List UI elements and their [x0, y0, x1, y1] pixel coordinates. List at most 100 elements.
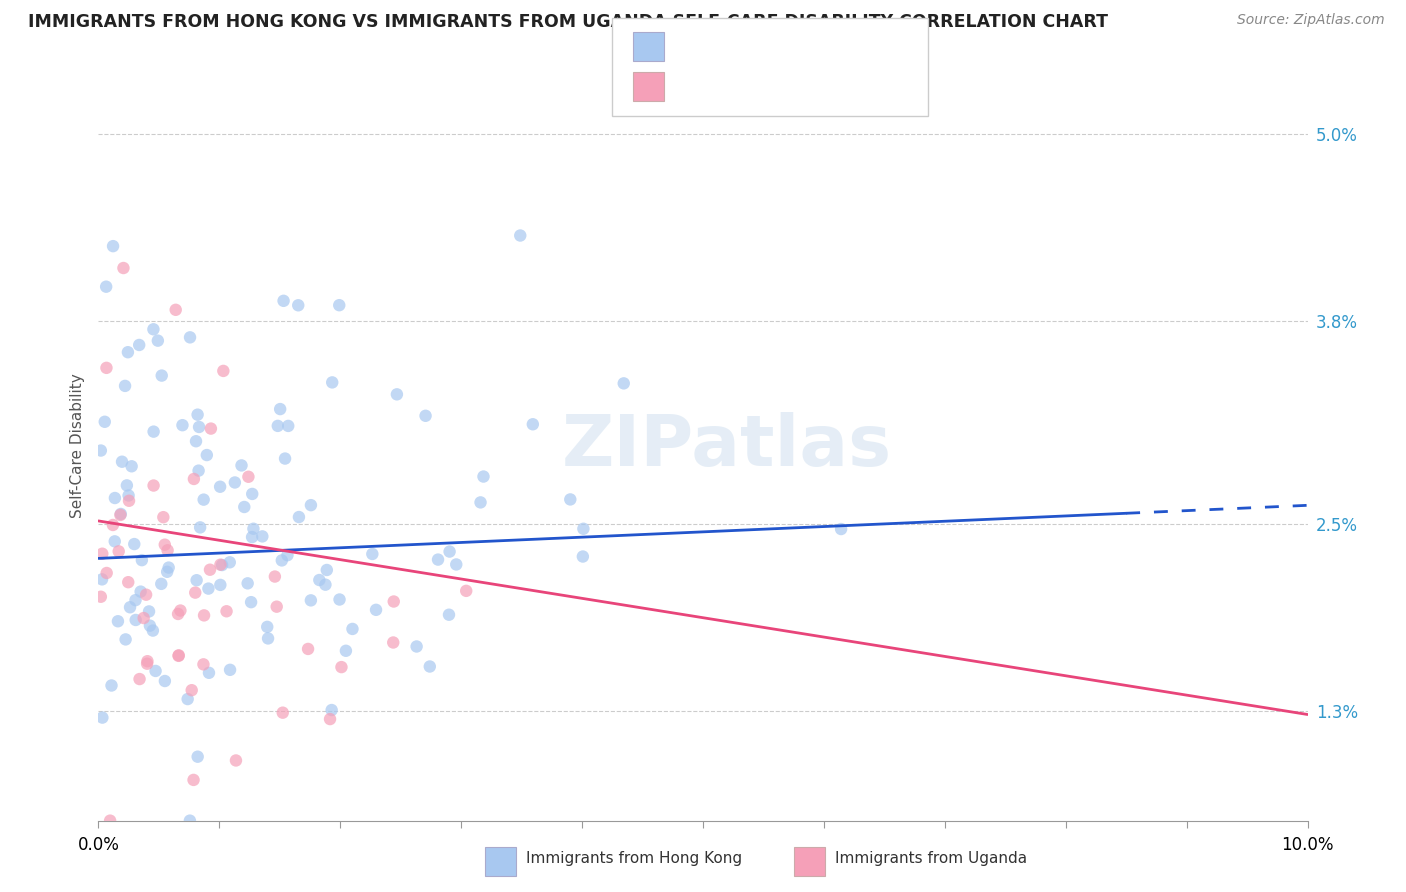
Point: [328, 592, 350, 607]
Point: [179, 814, 201, 828]
Point: [96, 360, 118, 375]
Point: [136, 657, 159, 671]
Point: [187, 408, 209, 422]
Point: [184, 585, 207, 599]
Y-axis label: Self-Care Disability: Self-Care Disability: [69, 374, 84, 518]
Point: [427, 552, 450, 566]
Point: [153, 673, 176, 688]
Text: N =: N =: [776, 78, 807, 95]
Point: [299, 498, 322, 512]
Point: [225, 754, 247, 768]
Point: [419, 659, 441, 673]
Text: ZIPatlas: ZIPatlas: [562, 411, 893, 481]
Point: [405, 640, 427, 654]
Point: [308, 573, 330, 587]
Point: [110, 508, 132, 522]
Point: [472, 469, 495, 483]
Point: [218, 555, 240, 569]
Point: [193, 608, 215, 623]
Point: [195, 448, 218, 462]
Point: [169, 603, 191, 617]
Point: [187, 464, 209, 478]
Point: [236, 576, 259, 591]
Point: [128, 672, 150, 686]
Point: [238, 469, 260, 483]
Point: [209, 578, 232, 592]
Point: [256, 620, 278, 634]
Point: [522, 417, 544, 432]
Point: [198, 563, 221, 577]
Point: [131, 553, 153, 567]
Point: [183, 772, 205, 787]
Point: [125, 613, 148, 627]
Point: [456, 583, 478, 598]
Text: -0.224: -0.224: [717, 78, 776, 95]
Point: [200, 421, 222, 435]
Text: R =: R =: [675, 37, 706, 55]
Point: [142, 624, 165, 638]
Point: [361, 547, 384, 561]
Text: IMMIGRANTS FROM HONG KONG VS IMMIGRANTS FROM UGANDA SELF-CARE DISABILITY CORRELA: IMMIGRANTS FROM HONG KONG VS IMMIGRANTS …: [28, 13, 1108, 31]
Point: [101, 239, 124, 253]
Point: [96, 279, 118, 293]
Point: [193, 492, 215, 507]
Point: [167, 648, 190, 663]
Point: [269, 402, 291, 417]
Point: [224, 475, 246, 490]
Point: [114, 379, 136, 393]
Point: [100, 678, 122, 692]
Point: [179, 330, 201, 344]
Point: [572, 522, 595, 536]
Point: [209, 558, 232, 572]
Point: [299, 593, 322, 607]
Point: [572, 549, 595, 564]
Point: [274, 451, 297, 466]
Point: [96, 566, 118, 580]
Point: [319, 712, 342, 726]
Point: [124, 593, 146, 607]
Point: [240, 595, 263, 609]
Point: [117, 488, 139, 502]
Point: [188, 520, 211, 534]
Text: R =: R =: [675, 78, 706, 95]
Point: [509, 228, 531, 243]
Point: [209, 480, 232, 494]
Point: [335, 644, 357, 658]
Point: [150, 368, 173, 383]
Point: [118, 600, 141, 615]
Point: [470, 495, 492, 509]
Text: Immigrants from Hong Kong: Immigrants from Hong Kong: [526, 851, 742, 865]
Point: [128, 338, 150, 352]
Point: [117, 575, 139, 590]
Point: [107, 614, 129, 628]
Point: [266, 599, 288, 614]
Text: 107: 107: [808, 37, 844, 55]
Point: [156, 565, 179, 579]
Point: [117, 345, 139, 359]
Point: [287, 298, 309, 312]
Point: [446, 558, 468, 572]
Point: [273, 293, 295, 308]
Point: [297, 642, 319, 657]
Point: [314, 577, 336, 591]
Point: [91, 547, 114, 561]
Point: [439, 544, 461, 558]
Point: [150, 577, 173, 591]
Point: [271, 706, 294, 720]
Point: [142, 322, 165, 336]
Point: [107, 544, 129, 558]
Point: [186, 573, 208, 587]
Point: [382, 635, 405, 649]
Point: [183, 472, 205, 486]
Point: [276, 548, 298, 562]
Point: [184, 434, 207, 449]
Point: [270, 553, 292, 567]
Text: N =: N =: [776, 37, 807, 55]
Point: [115, 478, 138, 492]
Point: [212, 364, 235, 378]
Point: [121, 459, 143, 474]
Point: [231, 458, 253, 473]
Point: [167, 607, 190, 621]
Point: [277, 418, 299, 433]
Point: [104, 534, 127, 549]
